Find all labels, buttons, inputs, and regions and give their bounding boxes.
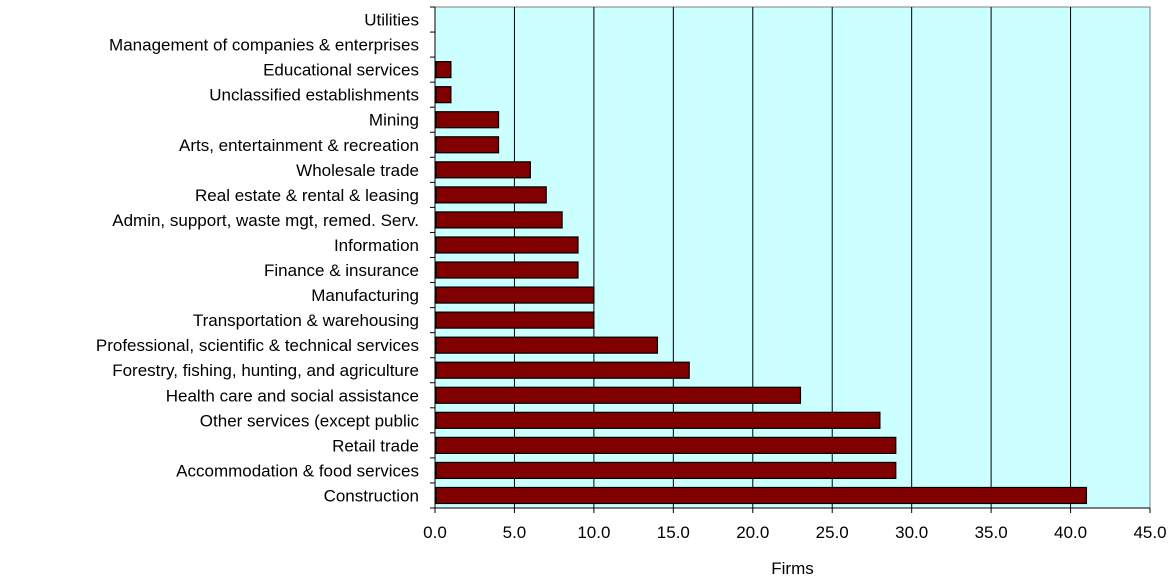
bar bbox=[435, 461, 897, 480]
category-label: Forestry, fishing, hunting, and agricult… bbox=[112, 361, 419, 380]
category-label: Finance & insurance bbox=[264, 261, 419, 280]
bar bbox=[435, 411, 881, 429]
x-tick-label: 20.0 bbox=[736, 523, 769, 542]
bar bbox=[435, 161, 531, 179]
category-label: Unclassified establishments bbox=[209, 86, 419, 105]
plot-area bbox=[434, 6, 1151, 509]
x-tick-label: 45.0 bbox=[1133, 523, 1166, 542]
bar bbox=[435, 311, 595, 329]
x-tick-label: 25.0 bbox=[816, 523, 849, 542]
x-tick-label: 5.0 bbox=[503, 523, 527, 542]
gridlines bbox=[513, 7, 1072, 508]
category-label: Manufacturing bbox=[311, 286, 419, 305]
category-label: Transportation & warehousing bbox=[193, 311, 419, 330]
bar bbox=[435, 261, 579, 279]
category-labels: Utilities Management of companies & enter… bbox=[96, 11, 420, 506]
category-label: Wholesale trade bbox=[296, 161, 419, 180]
bar bbox=[435, 186, 547, 204]
x-tick-label: 35.0 bbox=[975, 523, 1008, 542]
category-label: Retail trade bbox=[332, 436, 419, 455]
bar bbox=[435, 86, 452, 104]
bar bbox=[435, 136, 500, 154]
bar bbox=[435, 111, 500, 129]
axes bbox=[430, 6, 1151, 513]
x-tick-label: 10.0 bbox=[577, 523, 610, 542]
category-label: Arts, entertainment & recreation bbox=[179, 136, 419, 155]
category-label: Health care and social assistance bbox=[166, 386, 419, 405]
category-label: Educational services bbox=[263, 61, 419, 80]
x-axis-title: Firms bbox=[771, 559, 813, 578]
bar bbox=[435, 361, 690, 379]
category-label: Construction bbox=[324, 486, 419, 505]
bar bbox=[435, 211, 563, 229]
category-label: Management of companies & enterprises bbox=[109, 36, 419, 55]
bar bbox=[435, 236, 579, 254]
category-label: Other services (except public bbox=[200, 411, 420, 430]
category-label: Information bbox=[334, 236, 419, 255]
x-tick-label: 15.0 bbox=[657, 523, 690, 542]
bar bbox=[435, 336, 659, 354]
category-label: Real estate & rental & leasing bbox=[195, 186, 419, 205]
bars bbox=[435, 61, 1088, 505]
x-tick-label: 30.0 bbox=[895, 523, 928, 542]
bar bbox=[435, 61, 452, 79]
x-tick-label: 40.0 bbox=[1054, 523, 1087, 542]
category-label: Mining bbox=[369, 111, 419, 130]
category-label: Admin, support, waste mgt, remed. Serv. bbox=[112, 211, 419, 230]
category-label: Accommodation & food services bbox=[176, 461, 419, 480]
bar bbox=[435, 486, 1088, 505]
bar bbox=[435, 286, 595, 304]
bar bbox=[435, 436, 897, 454]
x-tick-labels: 0.0 5.0 10.0 15.0 20.0 25.0 30.0 35.0 40.0 45.0 bbox=[423, 523, 1166, 542]
bar bbox=[435, 386, 802, 404]
category-label: Utilities bbox=[364, 11, 419, 30]
x-tick-label: 0.0 bbox=[423, 523, 447, 542]
category-label: Professional, scientific & technical ser… bbox=[96, 336, 419, 355]
